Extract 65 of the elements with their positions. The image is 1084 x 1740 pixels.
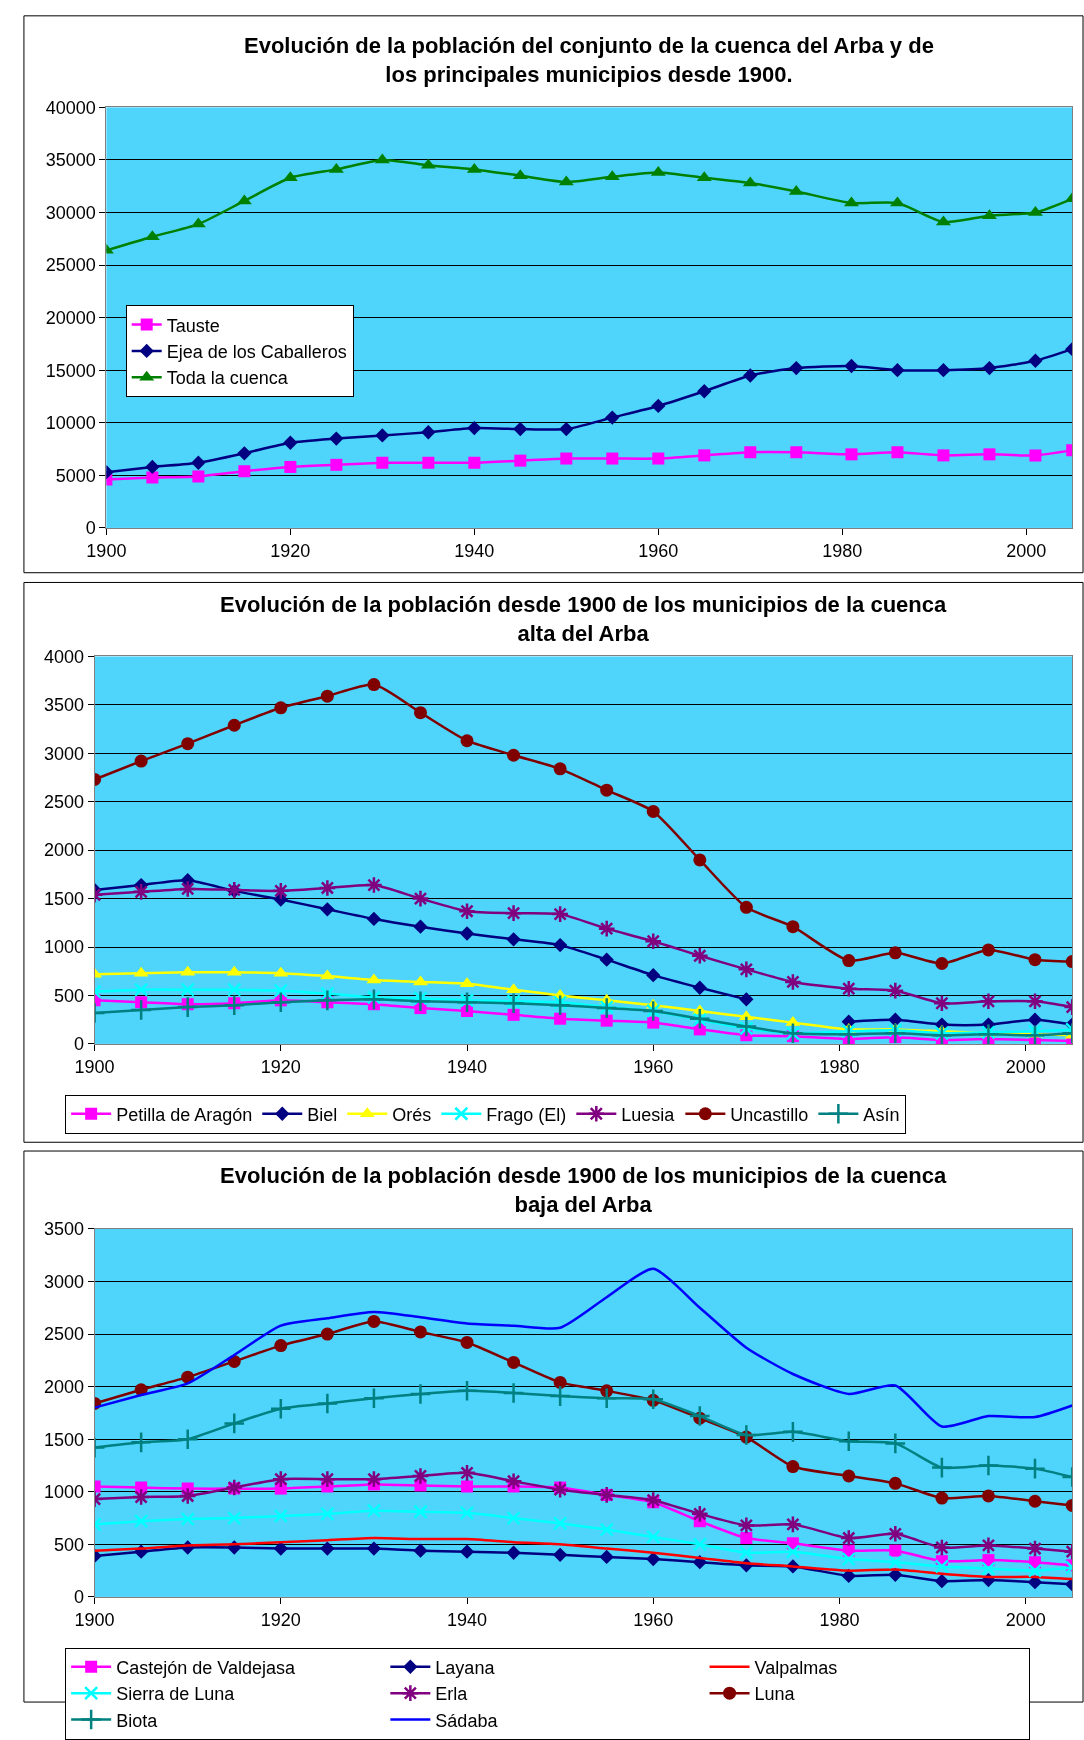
y-tick-label: 40000 xyxy=(45,97,96,118)
y-tick-label: 2500 xyxy=(43,792,84,813)
legend-label: Ejea de los Caballeros xyxy=(166,341,347,362)
y-tick-label: 30000 xyxy=(45,202,96,223)
y-tick-label: 0 xyxy=(73,1587,84,1608)
y-tick-label: 2000 xyxy=(43,1376,84,1397)
legend-label: Asín xyxy=(863,1104,900,1125)
y-tick-label: 20000 xyxy=(45,307,96,328)
legend-label: Orés xyxy=(392,1104,432,1125)
y-tick-label: 4000 xyxy=(43,646,84,667)
legend-label: Sierra de Luna xyxy=(116,1684,236,1705)
y-tick-label: 25000 xyxy=(45,255,96,276)
x-tick-label: 1900 xyxy=(74,1056,115,1077)
x-tick-label: 1940 xyxy=(454,540,495,561)
y-tick-label: 1000 xyxy=(43,1482,84,1503)
y-tick-label: 0 xyxy=(85,518,96,539)
x-tick-label: 1940 xyxy=(447,1609,488,1630)
x-tick-label: 1980 xyxy=(819,1056,860,1077)
y-tick-label: 10000 xyxy=(45,413,96,434)
y-tick-label: 3500 xyxy=(43,695,84,716)
x-tick-label: 1920 xyxy=(260,1609,301,1630)
legend-label: Layana xyxy=(435,1657,496,1678)
legend-label: Petilla de Aragón xyxy=(116,1104,253,1125)
x-tick-label: 2000 xyxy=(1005,1609,1046,1630)
x-tick-label: 1920 xyxy=(270,540,311,561)
y-tick-label: 1500 xyxy=(43,1429,84,1450)
legend-label: Toda la cuenca xyxy=(166,368,289,389)
legend-label: Luna xyxy=(754,1684,796,1705)
x-tick-label: 1900 xyxy=(86,540,127,561)
legend-label: Uncastillo xyxy=(730,1104,809,1125)
y-tick-label: 15000 xyxy=(45,360,96,381)
legend-label: Biel xyxy=(307,1104,338,1125)
legend-label: Sádaba xyxy=(435,1710,499,1731)
y-tick-label: 1000 xyxy=(43,937,84,958)
legend-label: Castejón de Valdejasa xyxy=(116,1657,296,1678)
x-tick-label: 1900 xyxy=(74,1609,115,1630)
chart-title: Evolución de la población del conjunto de la cuenca del Arba y de los principales municipios desde 1900. xyxy=(244,33,934,87)
y-tick-label: 0 xyxy=(73,1034,84,1055)
y-tick-label: 2000 xyxy=(43,840,84,861)
y-tick-label: 35000 xyxy=(45,150,96,171)
x-tick-label: 2000 xyxy=(1005,1056,1046,1077)
legend-label: Luesia xyxy=(621,1104,676,1125)
x-tick-label: 1920 xyxy=(260,1056,301,1077)
legend-label: Tauste xyxy=(166,315,220,336)
chart-title: Evolución de la población desde 1900 de los municipios de la cuenca baja del Arba xyxy=(220,1163,947,1217)
y-tick-label: 3000 xyxy=(43,743,84,764)
legend-label: Biota xyxy=(116,1710,159,1731)
x-tick-label: 1960 xyxy=(638,540,679,561)
y-tick-label: 1500 xyxy=(43,888,84,909)
legend-label: Frago (El) xyxy=(486,1104,567,1125)
y-tick-label: 500 xyxy=(53,985,84,1006)
y-tick-label: 5000 xyxy=(55,465,96,486)
x-tick-label: 1980 xyxy=(822,540,863,561)
x-tick-label: 1940 xyxy=(447,1056,488,1077)
y-tick-label: 3500 xyxy=(43,1219,84,1240)
x-tick-label: 1960 xyxy=(633,1609,674,1630)
y-tick-label: 2500 xyxy=(43,1324,84,1345)
y-tick-label: 500 xyxy=(53,1534,84,1555)
x-tick-label: 1960 xyxy=(633,1056,674,1077)
legend-label: Valpalmas xyxy=(754,1657,838,1678)
chart-title: Evolución de la población desde 1900 de los municipios de la cuenca alta del Arba xyxy=(220,592,947,646)
legend-label: Erla xyxy=(435,1684,469,1705)
y-tick-label: 3000 xyxy=(43,1271,84,1292)
x-tick-label: 1980 xyxy=(819,1609,860,1630)
x-tick-label: 2000 xyxy=(1006,540,1047,561)
